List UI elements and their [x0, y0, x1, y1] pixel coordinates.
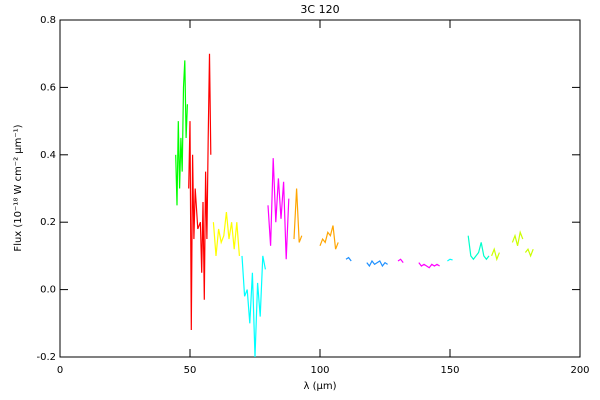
y-tick-label: -0.2	[36, 352, 56, 363]
spectrum-segment	[447, 258, 453, 262]
spectrum-segment	[267, 158, 290, 260]
y-tick-label: 0.8	[40, 15, 56, 26]
y-tick-label: 0.6	[40, 82, 56, 93]
x-axis-label: λ (μm)	[303, 381, 336, 392]
x-tick-label: 100	[310, 365, 329, 376]
spectrum-segment	[397, 258, 404, 264]
spectrum-segment	[418, 262, 440, 269]
spectrum-segment	[319, 225, 339, 250]
spectrum-segment	[366, 259, 388, 268]
spectrum-segment	[491, 247, 500, 262]
spectrum-segment	[467, 235, 490, 261]
x-tick-label: 50	[184, 365, 197, 376]
y-tick-label: 0.4	[40, 150, 56, 161]
y-tick-label: 0.2	[40, 217, 56, 228]
x-tick-label: 150	[440, 365, 459, 376]
x-tick-label: 0	[57, 365, 63, 376]
spectrum-segment	[345, 256, 352, 262]
plot-frame	[59, 19, 581, 358]
spectrum-segment	[524, 247, 534, 258]
y-tick-label: 0.0	[40, 285, 56, 296]
chart-title: 3C 120	[300, 3, 339, 16]
y-axis-label: Flux (10⁻¹⁸ W cm⁻² μm⁻¹)	[13, 124, 24, 251]
spectrum-segment	[188, 53, 212, 331]
spectrum-segment	[293, 188, 303, 243]
spectrum-segment	[511, 230, 524, 246]
spectrum-segment	[241, 255, 266, 358]
spectrum-segment	[175, 60, 188, 206]
spectrum-segment	[212, 212, 240, 256]
x-tick-label: 200	[570, 365, 589, 376]
